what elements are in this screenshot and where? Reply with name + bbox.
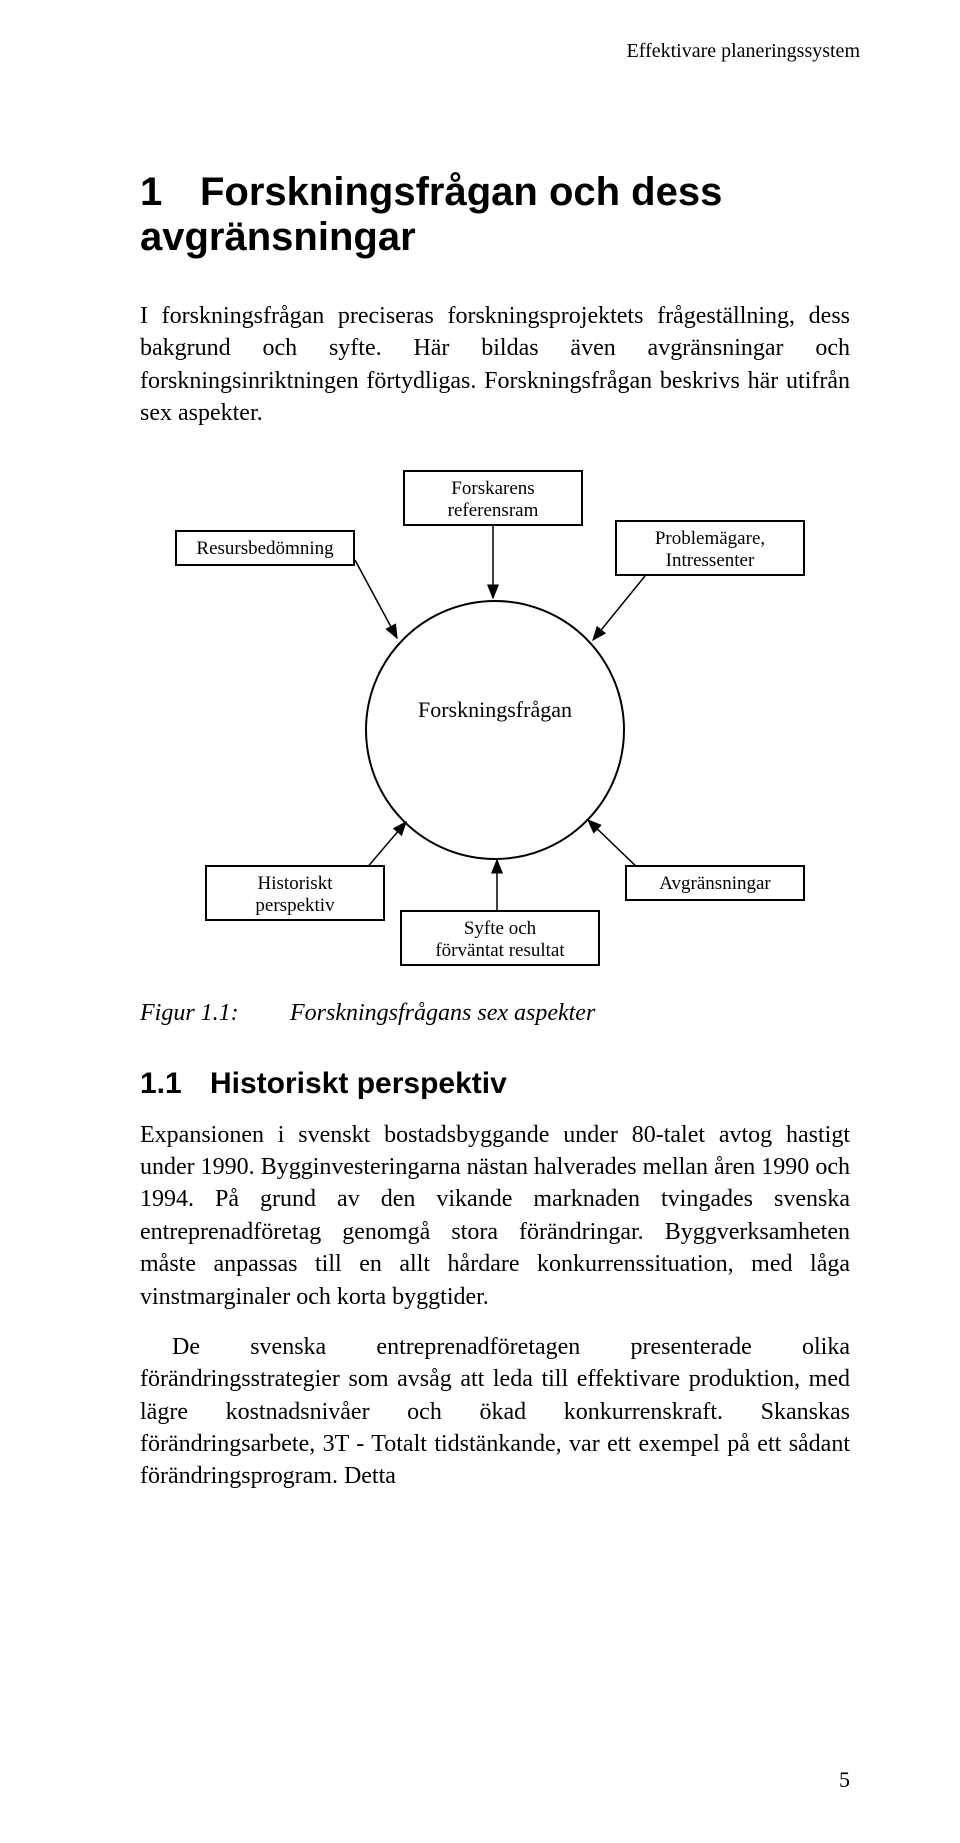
figure-caption-text: Forskningsfrågans sex aspekter	[290, 1000, 595, 1026]
chapter-number: 1	[140, 170, 200, 215]
chapter-title: Forskningsfrågan och dess avgränsningar	[140, 170, 722, 259]
node-problemagare: Problemägare,Intressenter	[615, 520, 805, 576]
intro-paragraph: I forskningsfrågan preciseras forsknings…	[140, 300, 850, 430]
node-resursbedomning: Resursbedömning	[175, 530, 355, 566]
section-heading: 1.1Historiskt perspektiv	[140, 1067, 850, 1101]
section-title: Historiskt perspektiv	[210, 1067, 507, 1100]
node-historiskt-perspektiv: Historisktperspektiv	[205, 865, 385, 921]
section-para-1: Expansionen i svenskt bostadsbyggande un…	[140, 1119, 850, 1313]
node-forskarens-referensram: Forskarensreferensram	[403, 470, 583, 526]
figure-label: Figur 1.1:	[140, 1000, 290, 1027]
running-head: Effektivare planeringssystem	[627, 40, 860, 63]
diagram-center-label: Forskningsfrågan	[367, 697, 623, 723]
node-avgransningar: Avgränsningar	[625, 865, 805, 901]
section-para-2: De svenska entreprenadföretagen presente…	[140, 1331, 850, 1493]
figure-caption: Figur 1.1:Forskningsfrågans sex aspekter	[140, 1000, 850, 1027]
page-number: 5	[839, 1767, 850, 1793]
section-number: 1.1	[140, 1067, 210, 1101]
aspects-diagram: Forskningsfrågan Forskarensreferensram R…	[175, 460, 815, 980]
node-syfte-resultat: Syfte ochförväntat resultat	[400, 910, 600, 966]
diagram-center-circle: Forskningsfrågan	[365, 600, 625, 860]
chapter-heading: 1Forskningsfrågan och dess avgränsningar	[140, 170, 850, 260]
